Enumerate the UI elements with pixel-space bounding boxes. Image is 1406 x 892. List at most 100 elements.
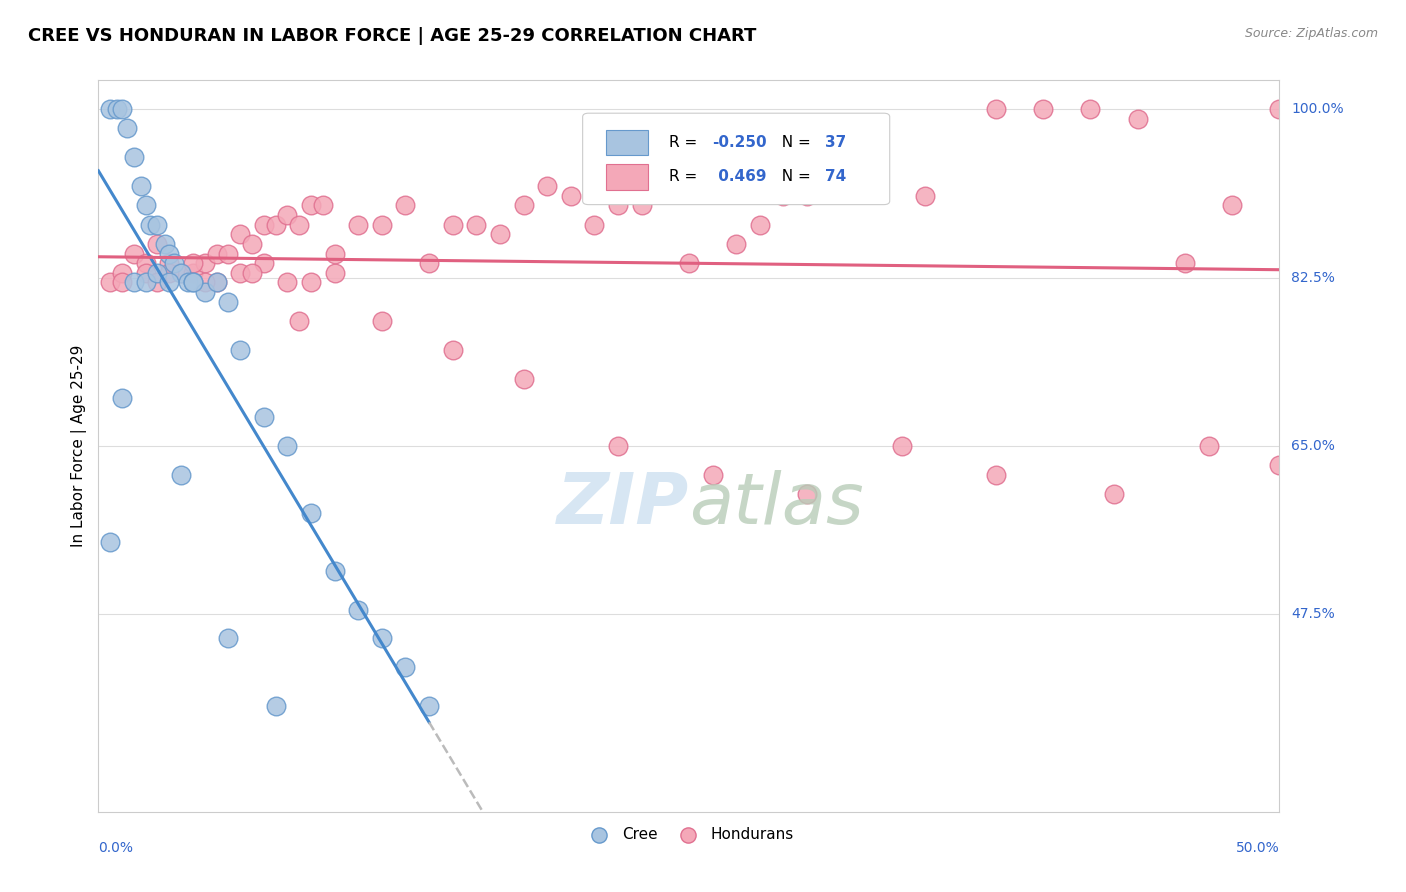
Point [122,150,145,164]
Text: Source: ZipAtlas.com: Source: ZipAtlas.com [1244,27,1378,40]
Point [299,507,322,521]
Point [441,343,464,357]
Point [253,218,276,232]
Text: N =: N = [772,169,815,185]
Point [772,188,794,202]
Text: atlas: atlas [689,470,863,539]
Point [194,276,217,290]
Point [1032,102,1054,116]
Text: 47.5%: 47.5% [1291,607,1336,622]
Point [264,698,287,713]
Point [194,256,217,270]
Text: N =: N = [772,135,815,150]
Point [217,294,239,309]
Point [1174,256,1197,270]
Point [135,266,157,280]
Point [702,467,724,482]
Text: 0.469: 0.469 [713,169,766,185]
Point [288,218,311,232]
Point [181,256,204,270]
Point [111,266,134,280]
Point [1080,102,1102,116]
Point [135,276,157,290]
Point [371,218,394,232]
Point [146,218,169,232]
Point [163,256,186,270]
Point [678,256,700,270]
Point [1198,439,1220,453]
Point [205,246,228,260]
Text: 0.0%: 0.0% [98,841,134,855]
Point [157,256,180,270]
Text: ZIP: ZIP [557,470,689,539]
Point [111,391,134,405]
Point [323,246,346,260]
Point [844,179,866,194]
Point [347,602,370,616]
Point [607,439,630,453]
Point [157,246,180,260]
Text: 82.5%: 82.5% [1291,270,1336,285]
Point [560,188,582,202]
Point [441,218,464,232]
Point [607,198,630,212]
Point [105,102,128,116]
Point [418,698,440,713]
Point [153,236,176,251]
Point [253,410,276,425]
Point [229,343,252,357]
Point [253,256,276,270]
Point [1268,102,1291,116]
Point [276,439,298,453]
Point [984,102,1007,116]
Point [1268,458,1291,473]
Point [654,179,676,194]
Point [299,276,322,290]
Point [536,179,558,194]
Point [276,276,298,290]
Point [418,256,440,270]
Text: 74: 74 [825,169,846,185]
Point [240,236,263,251]
Point [323,564,346,578]
Point [489,227,512,242]
Point [890,439,912,453]
Text: 37: 37 [825,135,846,150]
Text: CREE VS HONDURAN IN LABOR FORCE | AGE 25-29 CORRELATION CHART: CREE VS HONDURAN IN LABOR FORCE | AGE 25… [28,27,756,45]
Point [146,276,169,290]
Y-axis label: In Labor Force | Age 25-29: In Labor Force | Age 25-29 [72,345,87,547]
Point [371,632,394,646]
FancyBboxPatch shape [582,113,890,204]
Point [157,266,180,280]
Text: 50.0%: 50.0% [1236,841,1279,855]
Point [205,276,228,290]
Point [748,218,770,232]
Point [583,218,606,232]
Point [347,218,370,232]
Point [288,314,311,328]
Point [139,218,162,232]
Point [205,276,228,290]
Point [299,198,322,212]
Point [264,218,287,232]
Point [229,227,252,242]
Point [157,276,180,290]
Point [323,266,346,280]
Point [312,198,335,212]
Point [146,266,169,280]
Point [229,266,252,280]
Point [1102,487,1125,501]
Point [725,236,748,251]
Point [796,487,818,501]
Point [170,467,193,482]
Point [630,198,652,212]
Point [115,121,138,136]
Point [394,660,416,674]
Point [135,198,157,212]
Point [177,276,200,290]
Point [512,198,534,212]
Text: R =: R = [669,169,702,185]
Point [465,218,488,232]
Point [181,266,204,280]
Text: -0.250: -0.250 [713,135,768,150]
